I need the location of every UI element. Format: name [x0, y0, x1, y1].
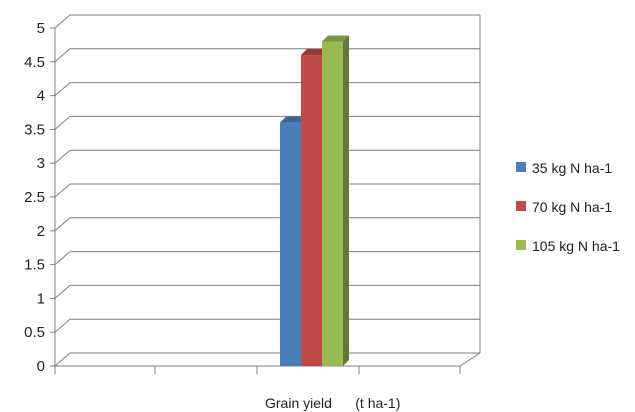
gridline	[54, 14, 480, 29]
legend-item: 35 kg N ha-1	[516, 160, 612, 176]
y-tick-label: 2	[37, 223, 45, 240]
gridline	[54, 115, 480, 130]
category-labels: Grain yield (t ha-1)	[265, 395, 400, 411]
bar-top	[322, 35, 349, 42]
legend-label: 35 kg N ha-1	[532, 160, 612, 176]
legend-swatch	[516, 240, 526, 250]
y-tick-label: 0.5	[24, 324, 45, 341]
y-tick-label: 3	[37, 155, 45, 172]
y-tick-label: 4	[37, 88, 45, 105]
legend-item: 70 kg N ha-1	[516, 199, 612, 215]
gridline	[54, 82, 480, 96]
bar-top	[280, 116, 307, 123]
gridline	[54, 183, 480, 198]
legend-swatch	[516, 201, 526, 211]
y-tick-label: 1	[37, 290, 45, 307]
x-axis-ticks	[54, 366, 461, 374]
legend-item: 105 kg N ha-1	[516, 238, 620, 254]
y-tick-label: 0	[37, 358, 45, 375]
y-tick-label: 1.5	[24, 257, 45, 274]
y-tick-label: 3.5	[24, 121, 45, 138]
legend-label: 70 kg N ha-1	[532, 199, 612, 215]
axes	[50, 15, 481, 372]
bar-top	[301, 49, 328, 56]
legend-label: 105 kg N ha-1	[532, 238, 620, 254]
gridlines	[54, 14, 480, 367]
bars	[280, 35, 349, 367]
bar	[280, 122, 301, 366]
bar-side	[343, 35, 349, 367]
gridline	[54, 149, 480, 164]
y-tick-labels: 0 0.5 1 1.5 2 2.5 3 3.5 4 4.5 5	[24, 20, 45, 375]
gridline	[54, 284, 480, 299]
y-tick-label: 4.5	[24, 54, 45, 71]
gridline	[54, 318, 480, 333]
legend: 35 kg N ha-1 70 kg N ha-1 105 kg N ha-1	[516, 160, 620, 254]
gridline	[54, 352, 480, 367]
y-tick-label: 2.5	[24, 189, 45, 206]
gridline	[54, 217, 480, 232]
floor-edge	[459, 352, 481, 367]
gridline	[54, 48, 480, 63]
bar	[301, 55, 322, 366]
bar-105-kg-n-ha-1	[322, 35, 349, 367]
category-label: Grain yield (t ha-1)	[265, 395, 400, 411]
gridline	[54, 251, 480, 265]
bar	[322, 41, 343, 367]
legend-swatch	[516, 162, 526, 172]
y-tick-label: 5	[37, 20, 45, 37]
